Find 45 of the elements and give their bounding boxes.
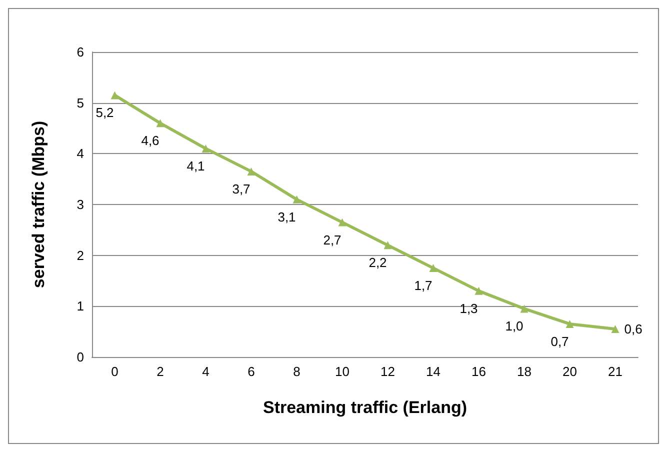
- y-tick-label: 6: [76, 44, 84, 60]
- y-tick-label: 5: [76, 95, 84, 110]
- x-tick-label: 20: [562, 364, 577, 379]
- y-tick-label: 4: [76, 146, 84, 162]
- point: [474, 286, 483, 295]
- point: [611, 325, 620, 334]
- x-tick-label: 2: [156, 364, 164, 379]
- point: [520, 304, 528, 313]
- x-tick-label: 8: [293, 364, 300, 379]
- data-label: 1,0: [505, 318, 524, 334]
- y-tick-label: 3: [76, 197, 84, 212]
- x-tick-label: 14: [426, 364, 440, 379]
- data-label: 4,6: [141, 133, 160, 148]
- data-label: 2,7: [323, 232, 342, 248]
- point: [247, 167, 256, 176]
- x-tick-label: 0: [111, 364, 118, 379]
- point: [110, 91, 119, 100]
- data-label: 0,7: [550, 334, 569, 349]
- point: [202, 144, 210, 153]
- data-label: 3,7: [232, 181, 250, 196]
- x-tick-label: 16: [472, 364, 486, 379]
- y-tick-label: 0: [76, 350, 84, 364]
- point: [384, 241, 392, 250]
- data-label: 4,1: [186, 158, 205, 174]
- x-tick-label: 10: [335, 364, 350, 379]
- data-label: 1,7: [414, 278, 432, 294]
- data-label: 3,1: [278, 209, 296, 224]
- y-tick-label: 2: [76, 248, 84, 263]
- x-axis-title: Streaming traffic (Erlang): [262, 398, 468, 417]
- x-tick-label: 4: [202, 364, 210, 379]
- point: [429, 264, 438, 272]
- point: [338, 218, 346, 226]
- y-tick-label: 1: [76, 298, 84, 314]
- point: [292, 195, 301, 204]
- x-tick-label: 6: [248, 364, 255, 379]
- data-label: 1,3: [460, 300, 478, 316]
- data-label: 5,2: [96, 105, 114, 120]
- data-label: 2,2: [368, 255, 387, 270]
- point: [156, 119, 164, 128]
- x-tick-label: 12: [380, 364, 395, 379]
- x-tick-label: 21: [608, 364, 622, 379]
- y-axis-title: served traffic (Mbps): [29, 120, 48, 288]
- point: [566, 320, 574, 328]
- data-label: 0,6: [624, 322, 642, 337]
- x-tick-label: 18: [517, 364, 532, 379]
